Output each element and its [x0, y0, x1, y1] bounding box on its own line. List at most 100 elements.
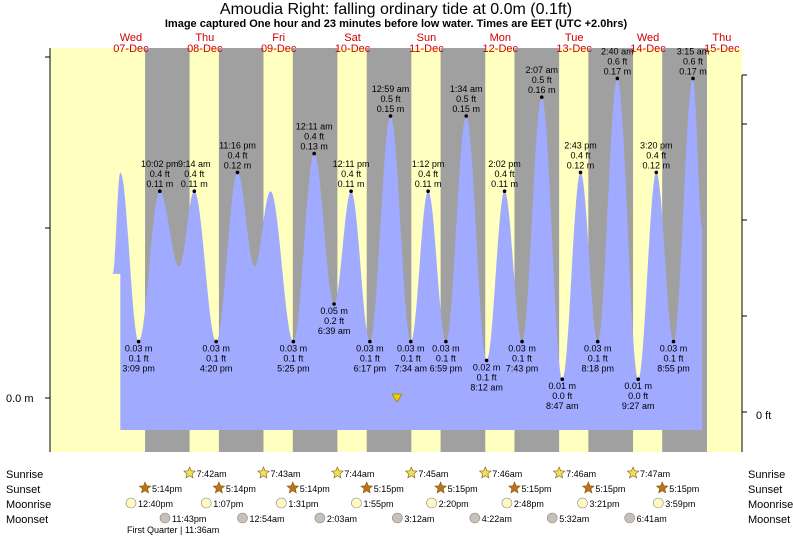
tide-label: 0.11 m [181, 179, 208, 189]
day-date: 15-Dec [704, 43, 740, 55]
sunrise-time: 7:42am [197, 469, 227, 479]
moon-phase: First Quarter | 11:36am [127, 525, 219, 535]
tide-label: 0.17 m [604, 66, 632, 76]
sunrise-icon [626, 466, 640, 479]
tide-label: 0.15 m [377, 104, 405, 114]
tide-label: 11:16 pm [219, 140, 256, 150]
tide-label: 0.11 m [415, 179, 442, 189]
tide-label: 0.03 m [584, 344, 612, 354]
sunset-time: 5:14pm [152, 484, 182, 494]
now-triangle-icon [391, 393, 403, 403]
sunset-icon [434, 481, 448, 494]
sunset-icon [360, 481, 374, 494]
sunset-icon [507, 481, 521, 494]
day-name: Thu [712, 32, 731, 44]
tide-label: 0.4 ft [150, 169, 171, 179]
tide-label: 0.03 m [202, 344, 230, 354]
moonrise-time: 12:40pm [138, 499, 173, 509]
tide-label: 10:02 pm [141, 159, 179, 169]
moonset-icon [624, 512, 635, 524]
moonrise-icon [501, 497, 513, 509]
row-label-right-moonrise: Moonrise [748, 499, 793, 511]
tide-label: 0.11 m [146, 179, 173, 189]
tide-label: 2:43 pm [564, 140, 597, 150]
tide-label: 0.6 ft [607, 56, 628, 66]
tide-label: 4:20 pm [200, 364, 233, 374]
tide-label: 0.0 ft [552, 391, 573, 401]
tide-label: 0.02 m [473, 362, 501, 372]
day-name: Sun [417, 32, 437, 44]
tide-point [654, 170, 659, 175]
tide-label: 0.03 m [280, 344, 308, 354]
tide-point [368, 339, 372, 344]
day-name: Wed [637, 32, 659, 44]
tide-label: 0.4 ft [227, 150, 248, 160]
tide-label: 0.1 ft [436, 354, 457, 364]
day-name: Fri [272, 32, 285, 44]
tide-label: 2:02 pm [488, 159, 521, 169]
tide-label: 0.4 ft [184, 169, 205, 179]
tide-label: 2:07 am [525, 65, 558, 75]
tide-area [112, 78, 703, 431]
tide-label: 0.2 ft [324, 316, 345, 326]
sunrise-time: 7:46am [566, 469, 596, 479]
tide-label: 0.4 ft [495, 169, 516, 179]
tide-label: 0.13 m [300, 142, 328, 152]
sunset-icon [581, 481, 595, 494]
row-label-moonset: Moonset [6, 514, 48, 526]
tide-label: 0.1 ft [360, 354, 381, 364]
sunset-time: 5:15pm [521, 484, 551, 494]
tide-label: 0.1 ft [401, 354, 422, 364]
tide-point [691, 76, 695, 81]
tide-label: 0.4 ft [304, 132, 325, 142]
tide-label: 0.03 m [508, 344, 536, 354]
sunset-icon [212, 481, 226, 494]
moonset-time: 12:54am [250, 514, 285, 524]
sunset-time: 5:14pm [226, 484, 256, 494]
tide-label: 0.11 m [491, 179, 518, 189]
tide-point [636, 377, 640, 382]
tide-label: 8:12 am [470, 382, 503, 392]
tide-point [349, 189, 353, 193]
tide-label: 5:25 pm [277, 364, 310, 374]
tide-label: 6:17 pm [354, 364, 387, 374]
day-date: 10-Dec [335, 43, 371, 55]
tide-label: 2:40 am [601, 46, 634, 56]
tide-label: 0.4 ft [571, 150, 592, 160]
now-marker [391, 393, 403, 403]
sunrise-icon [552, 466, 566, 479]
sunset-time: 5:15pm [448, 484, 478, 494]
tide-curve [112, 78, 703, 431]
day-name: Tue [565, 32, 584, 44]
moonrise-time: 1:31pm [288, 499, 318, 509]
axes: 0.0 m 0 ft [6, 48, 771, 452]
tide-label: 0.11 m [338, 179, 365, 189]
tide-label: 0.17 m [679, 66, 707, 76]
tide-label: 1:34 am [450, 84, 483, 94]
tide-point [444, 339, 448, 344]
moonrise-icon [426, 497, 437, 509]
tide-label: 0.03 m [432, 344, 460, 354]
tide-label: 0.03 m [660, 344, 688, 354]
tide-label: 0.12 m [567, 160, 595, 170]
tide-label: 0.1 ft [129, 354, 150, 364]
day-name: Sat [344, 32, 361, 44]
day-date: 11-Dec [409, 43, 444, 55]
tide-label: 8:18 pm [581, 364, 614, 374]
tide-point [388, 114, 393, 118]
tide-label: 12:11 am [296, 122, 333, 132]
moonset-icon [314, 512, 326, 524]
tide-point [312, 151, 316, 156]
sunrise-time: 7:44am [344, 469, 374, 479]
tide-label: 0.12 m [224, 160, 252, 170]
tide-label: 0.15 m [452, 104, 480, 114]
tide-point [595, 339, 600, 344]
moonset-time: 3:12am [404, 514, 434, 524]
moonrise-time: 1:07pm [213, 499, 243, 509]
tide-label: 0.4 ft [418, 169, 439, 179]
moonset-icon [237, 512, 248, 524]
tide-label: 0.01 m [624, 381, 652, 391]
sunset-icon [286, 481, 300, 494]
